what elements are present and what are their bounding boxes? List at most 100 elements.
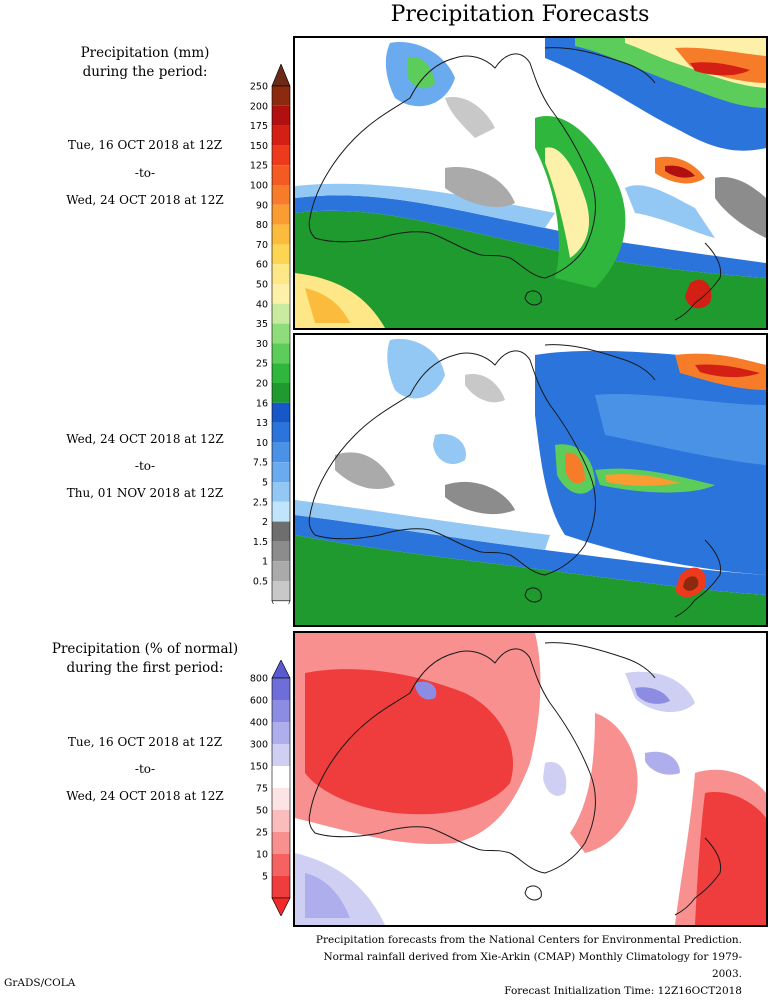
period1-start: Tue, 16 OCT 2018 at 12Z xyxy=(67,138,223,152)
percent-colorbar-swatch xyxy=(272,722,290,744)
percent-colorbar-tick-label: 300 xyxy=(250,740,268,751)
percent-colorbar-swatch xyxy=(272,678,290,700)
amount-colorbar-tick-label: 30 xyxy=(256,339,268,350)
percent-heading-line2: during the first period: xyxy=(66,660,224,676)
amount-colorbar-tick-label: 150 xyxy=(250,141,268,152)
amount-colorbar-tick-label: 90 xyxy=(256,200,268,211)
amount-heading: Precipitation (mm) during the period: xyxy=(20,44,270,82)
percent-colorbar-swatch xyxy=(272,788,290,810)
footer-line3: Forecast Initialization Time: 12Z16OCT20… xyxy=(504,985,742,997)
page-title: Precipitation Forecasts xyxy=(390,2,650,27)
credit-label: GrADS/COLA xyxy=(4,977,76,989)
amount-colorbar-swatch xyxy=(272,422,290,443)
amount-colorbar-swatch xyxy=(272,501,290,522)
percent-colorbar-tick-label: 25 xyxy=(256,828,268,839)
amount-colorbar-tick-label: 175 xyxy=(250,121,268,132)
amount-colorbar-swatch xyxy=(272,482,290,502)
period1-separator: -to- xyxy=(134,166,156,180)
percent-heading: Precipitation (% of normal) during the f… xyxy=(20,640,270,678)
amount-colorbar-swatch xyxy=(272,541,290,562)
percent-period-end: Wed, 24 OCT 2018 at 12Z xyxy=(66,789,224,803)
amount-colorbar-tick-label: 0.5 xyxy=(253,577,268,588)
amount-colorbar-swatch xyxy=(272,323,290,344)
percent-colorbar-swatch xyxy=(272,700,290,722)
amount-colorbar-swatch xyxy=(272,204,290,225)
footer-line1: Precipitation forecasts from the Nationa… xyxy=(315,934,742,946)
percent-colorbar-swatch xyxy=(272,854,290,876)
amount-colorbar-tick-label: 100 xyxy=(250,181,268,192)
amount-colorbar-tick-label: 20 xyxy=(256,379,268,390)
amount-colorbar-swatch xyxy=(272,521,290,542)
forecast-map-period2 xyxy=(293,333,768,627)
amount-colorbar-tick-label: 70 xyxy=(256,240,268,251)
period2-end: Thu, 01 NOV 2018 at 12Z xyxy=(66,486,224,500)
percent-colorbar-swatch xyxy=(272,832,290,854)
amount-colorbar-swatch xyxy=(272,86,290,106)
percent-colorbar-tick-label: 5 xyxy=(262,872,268,883)
amount-colorbar-tick-label: 1.5 xyxy=(253,537,268,548)
amount-colorbar-tick-label: 5 xyxy=(262,478,268,489)
amount-colorbar-tick-label: 16 xyxy=(256,398,268,409)
amount-colorbar-tick-label: 50 xyxy=(256,280,268,291)
percent-colorbar-tick-label: 10 xyxy=(256,850,268,861)
percent-colorbar-swatch xyxy=(272,744,290,766)
amount-colorbar-tick-label: 80 xyxy=(256,220,268,231)
period2-separator: -to- xyxy=(134,459,156,473)
amount-colorbar-swatch xyxy=(272,224,290,245)
amount-colorbar-swatch xyxy=(272,185,290,205)
amount-colorbar-tick-label: 200 xyxy=(250,101,268,112)
percent-colorbar-tick-label: 50 xyxy=(256,806,268,817)
footer-notes: Precipitation forecasts from the Nationa… xyxy=(300,932,742,1000)
amount-colorbar-swatch xyxy=(272,165,290,185)
amount-colorbar-swatch xyxy=(272,125,290,146)
percent-colorbar-bottom-cap xyxy=(271,897,291,917)
amount-colorbar-tick-label: 60 xyxy=(256,260,268,271)
period2-start: Wed, 24 OCT 2018 at 12Z xyxy=(66,432,224,446)
amount-colorbar-swatch xyxy=(272,581,290,601)
amount-colorbar-top-cap xyxy=(271,63,291,87)
percent-colorbar-tick-label: 150 xyxy=(250,762,268,773)
forecast-map-period1 xyxy=(293,36,768,330)
amount-colorbar-swatch xyxy=(272,462,290,482)
amount-colorbar-tick-label: 13 xyxy=(256,418,268,429)
amount-colorbar-swatch xyxy=(272,363,290,383)
amount-colorbar-swatch xyxy=(272,284,290,304)
amount-colorbar-swatch xyxy=(272,442,290,463)
amount-colorbar-tick-label: 2.5 xyxy=(253,497,268,508)
amount-colorbar-swatch xyxy=(272,303,290,324)
amount-colorbar-tick-label: 40 xyxy=(256,299,268,310)
percent-colorbar-tick-label: 75 xyxy=(256,784,268,795)
amount-heading-line1: Precipitation (mm) xyxy=(80,45,210,61)
amount-colorbar-tick-label: 250 xyxy=(250,82,268,93)
percent-colorbar-swatch xyxy=(272,810,290,832)
percent-normal-map xyxy=(293,631,768,927)
footer-line2: Normal rainfall derived from Xie-Arkin (… xyxy=(323,951,742,980)
amount-colorbar-swatch xyxy=(272,402,290,423)
amount-colorbar: 250 200 175 150 125 100 90 80 70 60 50 40 35 30 25 20 16… xyxy=(236,63,292,624)
amount-colorbar-swatch xyxy=(272,343,290,364)
period1-end: Wed, 24 OCT 2018 at 12Z xyxy=(66,193,224,207)
amount-colorbar-swatch xyxy=(272,561,290,581)
amount-colorbar-bottom-cap xyxy=(271,600,291,624)
amount-colorbar-tick-label: 35 xyxy=(256,319,268,330)
amount-colorbar-swatch xyxy=(272,105,290,126)
percent-colorbar-tick-label: 400 xyxy=(250,718,268,729)
amount-colorbar-swatch xyxy=(272,264,290,284)
percent-colorbar-swatch xyxy=(272,766,290,788)
amount-colorbar-tick-label: 2 xyxy=(262,517,268,528)
percent-colorbar: 800 600 400 300 150 75 50 25 10 5 xyxy=(236,659,292,917)
percent-period-separator: -to- xyxy=(134,762,156,776)
percent-period-start: Tue, 16 OCT 2018 at 12Z xyxy=(67,735,223,749)
amount-heading-line2: during the period: xyxy=(82,64,208,80)
amount-colorbar-swatch xyxy=(272,383,290,403)
amount-colorbar-tick-label: 7.5 xyxy=(253,458,268,469)
percent-colorbar-top-cap xyxy=(271,659,291,679)
amount-colorbar-swatch xyxy=(272,244,290,265)
amount-colorbar-tick-label: 10 xyxy=(256,438,268,449)
amount-colorbar-tick-label: 125 xyxy=(250,161,268,172)
percent-colorbar-tick-label: 800 xyxy=(250,674,268,685)
percent-colorbar-tick-label: 600 xyxy=(250,696,268,707)
amount-colorbar-swatch xyxy=(272,145,290,166)
amount-colorbar-tick-label: 25 xyxy=(256,359,268,370)
percent-colorbar-swatch xyxy=(272,876,290,898)
